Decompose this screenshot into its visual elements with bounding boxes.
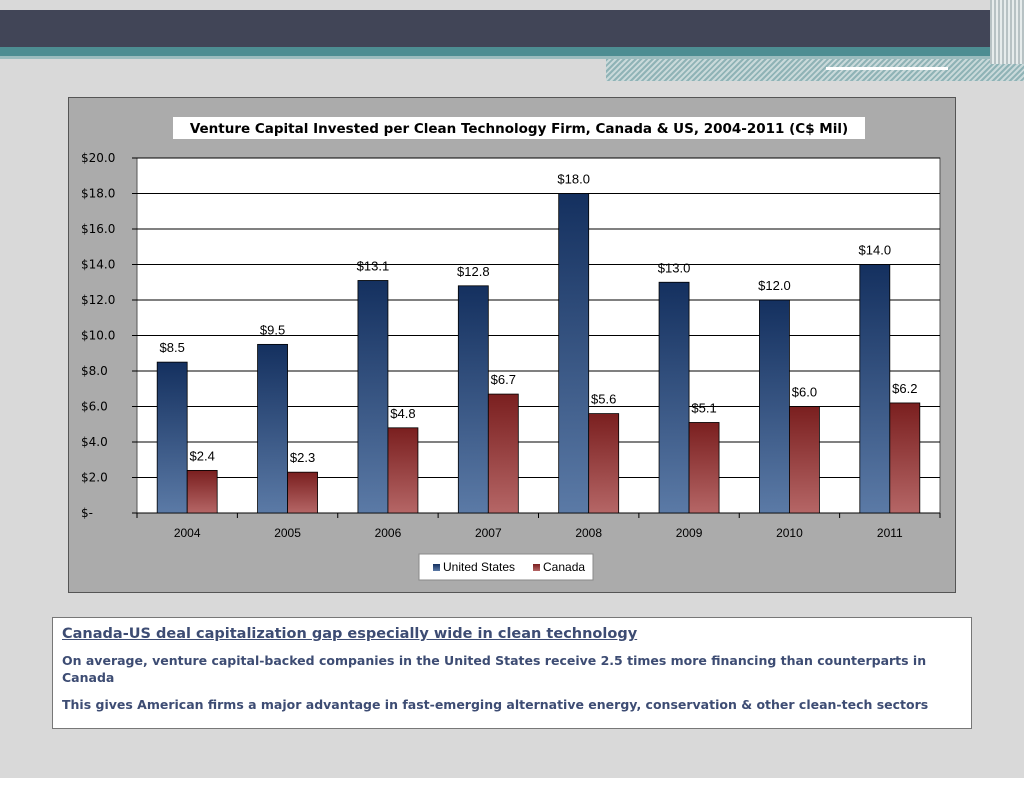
header-band (0, 10, 1024, 47)
x-tick-label: 2008 (575, 526, 602, 540)
summary-title: Canada-US deal capitalization gap especi… (62, 626, 638, 642)
data-label-canada: $6.7 (491, 372, 516, 387)
legend-box (418, 553, 594, 581)
corner-decoration (990, 0, 1024, 64)
bar-united-states (457, 285, 489, 514)
y-tick-label: $2.0 (81, 471, 108, 485)
y-tick-label: $16.0 (81, 222, 115, 236)
x-tick-label: 2004 (174, 526, 201, 540)
x-tick-label: 2009 (676, 526, 703, 540)
chart-title-group: Venture Capital Invested per Clean Techn… (173, 117, 865, 139)
data-label-united-states: $14.0 (859, 243, 892, 258)
data-label-canada: $2.3 (290, 450, 315, 465)
y-tick-label: $4.0 (81, 435, 108, 449)
data-label-canada: $6.2 (892, 381, 917, 396)
bar-united-states (759, 299, 790, 514)
bar-chart: Venture Capital Invested per Clean Techn… (81, 117, 941, 581)
header-hatch-decoration (606, 59, 1024, 81)
data-label-united-states: $12.8 (457, 264, 490, 279)
y-tick-label: $18.0 (81, 187, 115, 201)
bar-canada (688, 422, 720, 514)
bars (156, 193, 921, 514)
bar-united-states (357, 280, 389, 514)
chart-title-box (173, 117, 865, 139)
x-axis: 2004 2005 2006 2007 2008 2009 2010 2011 (136, 512, 941, 540)
bar-canada (588, 413, 620, 514)
bar-united-states (859, 264, 891, 514)
data-label-canada: $6.0 (792, 385, 817, 400)
chart-frame: Venture Capital Invested per Clean Techn… (68, 97, 956, 593)
y-tick-label: $6.0 (81, 400, 108, 414)
data-label-canada: $2.4 (190, 448, 215, 463)
bar-canada (186, 469, 218, 514)
legend-swatch-canada (533, 564, 540, 571)
bar-canada (889, 402, 921, 514)
data-label-canada: $5.1 (691, 400, 716, 415)
data-label-united-states: $13.0 (658, 260, 691, 275)
data-label-canada: $5.6 (591, 392, 616, 407)
legend-swatch-us (433, 564, 440, 571)
summary-box: Canada-US deal capitalization gap especi… (52, 617, 972, 729)
y-tick-label: $10.0 (81, 329, 115, 343)
bar-canada (287, 471, 318, 514)
bar-united-states (558, 193, 590, 514)
y-tick-label: $12.0 (81, 293, 115, 307)
summary-paragraph-1: On average, venture capital-backed compa… (62, 653, 927, 685)
data-label-united-states: $13.1 (357, 258, 390, 273)
data-label-united-states: $18.0 (557, 172, 590, 187)
bar-united-states (156, 361, 188, 514)
data-labels: $8.5 $9.5 $13.1 $12.8 $18.0 $13.0 $12.0 $14.0 $2… (160, 172, 918, 466)
x-tick-label: 2007 (475, 526, 502, 540)
y-tick-label: $14.0 (81, 258, 115, 272)
y-tick-label: $20.0 (81, 151, 115, 165)
legend-label-canada: Canada (543, 560, 585, 574)
legend: United States Canada (418, 553, 594, 581)
bar-united-states (257, 343, 288, 514)
header-accent-band (0, 47, 1024, 56)
x-tick-label: 2005 (274, 526, 301, 540)
y-tick-label: $8.0 (81, 364, 108, 378)
data-label-united-states: $8.5 (160, 340, 185, 355)
y-axis: $- $2.0 $4.0 $6.0 $8.0 $10.0 $12.0 $14.0 $16.0 $1… (81, 151, 137, 520)
footer-strip (0, 778, 1024, 792)
x-tick-label: 2010 (776, 526, 803, 540)
y-tick-label: $- (81, 506, 93, 520)
x-tick-label: 2011 (877, 526, 903, 540)
data-label-united-states: $9.5 (260, 322, 285, 337)
bar-canada (789, 406, 820, 514)
bar-canada (387, 427, 419, 514)
legend-label-us: United States (443, 560, 515, 574)
bar-united-states (658, 281, 690, 514)
data-label-united-states: $12.0 (758, 278, 791, 293)
x-tick-label: 2006 (375, 526, 402, 540)
header-accent-line (0, 56, 1024, 59)
bar-canada (487, 393, 519, 514)
header-white-line (826, 67, 948, 70)
summary-paragraph-2: This gives American firms a major advant… (62, 697, 929, 712)
chart-title: Venture Capital Invested per Clean Techn… (190, 121, 848, 137)
data-label-canada: $4.8 (390, 406, 415, 421)
